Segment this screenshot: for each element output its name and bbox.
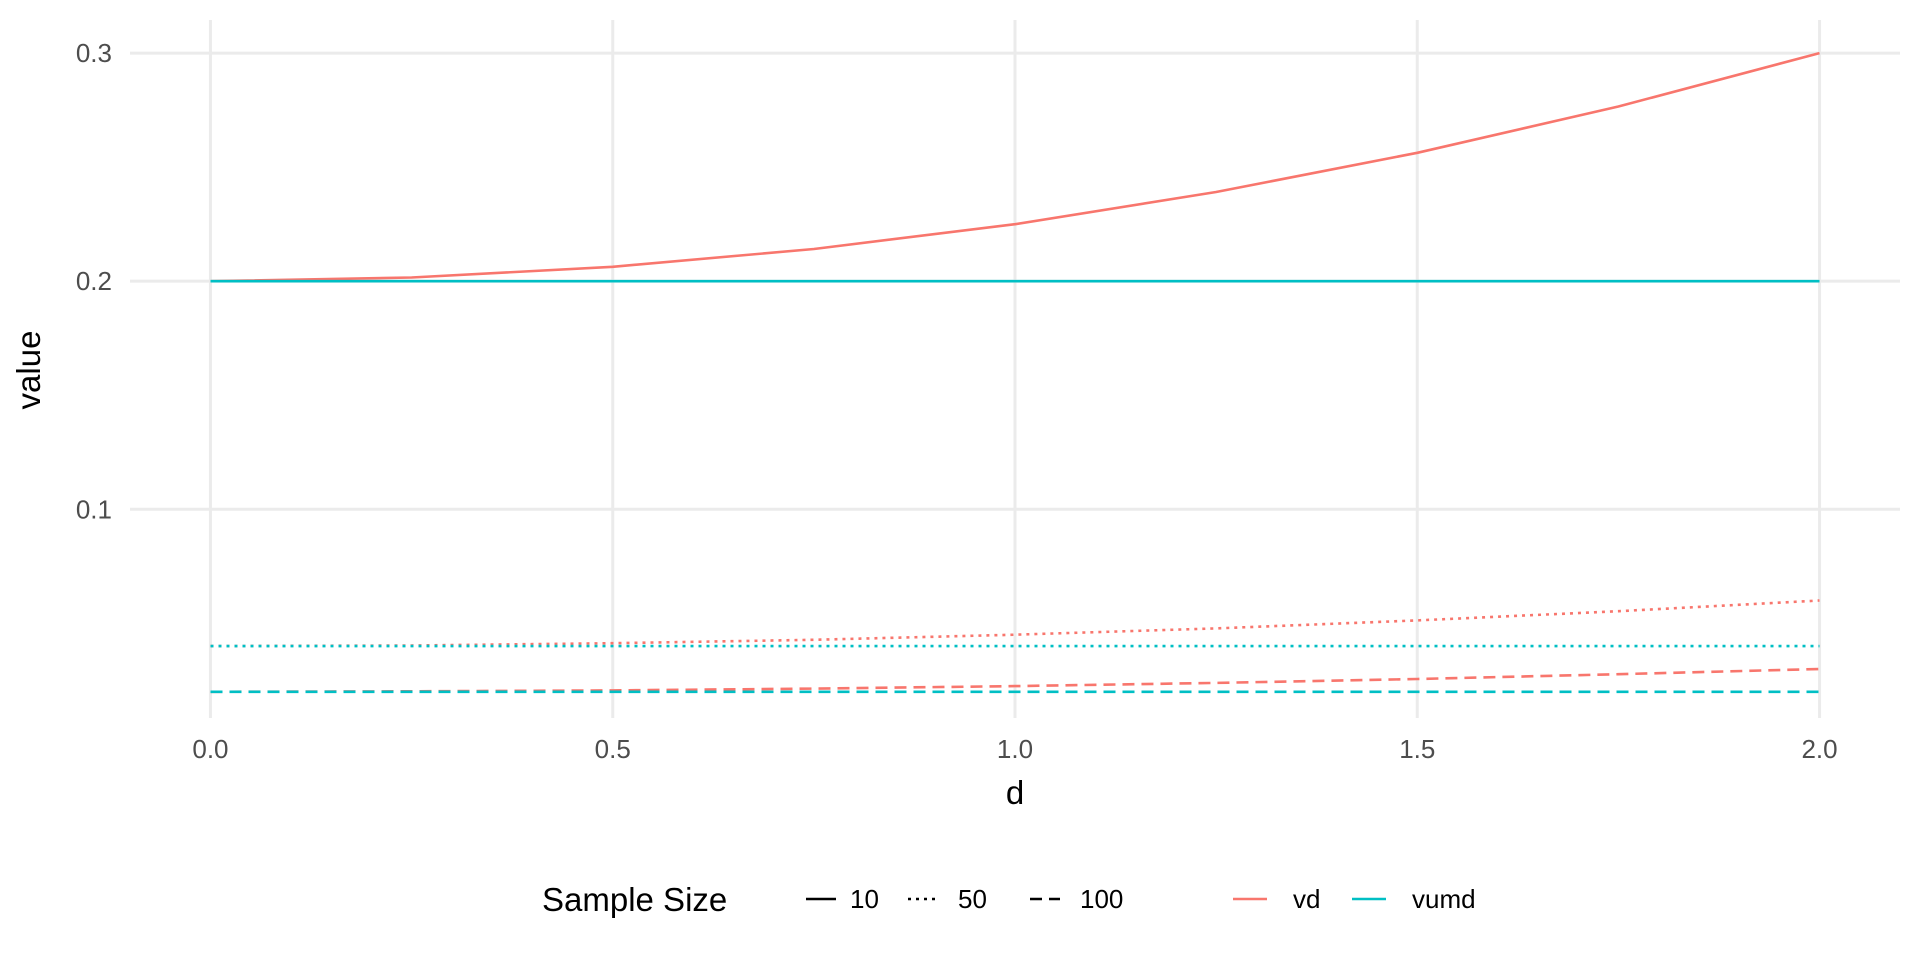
legend-label-50: 50 — [958, 884, 987, 914]
x-tick-label: 2.0 — [1801, 734, 1837, 764]
y-tick-label: 0.1 — [76, 494, 112, 524]
legend-entries: 10 50 100 vd vumd — [806, 884, 1476, 914]
legend: Sample Size 10 50 100 vd vumd — [542, 881, 1476, 918]
legend-label-vumd: vumd — [1412, 884, 1476, 914]
grid — [130, 20, 1900, 718]
x-tick-label: 1.5 — [1399, 734, 1435, 764]
y-tick-label: 0.2 — [76, 266, 112, 296]
plot-series — [210, 51, 1820, 694]
legend-label-100: 100 — [1080, 884, 1123, 914]
y-tick-label: 0.3 — [76, 38, 112, 68]
legend-label-vd: vd — [1293, 884, 1320, 914]
x-axis-ticks: 0.0 0.5 1.0 1.5 2.0 — [192, 734, 1837, 764]
x-tick-label: 0.0 — [192, 734, 228, 764]
x-tick-label: 0.5 — [595, 734, 631, 764]
x-tick-label: 1.0 — [997, 734, 1033, 764]
legend-label-10: 10 — [850, 884, 879, 914]
y-axis-ticks: 0.1 0.2 0.3 — [76, 38, 112, 524]
series-line-vd-n10 — [210, 51, 1820, 283]
y-axis-title: value — [10, 331, 47, 410]
legend-title-sample-size: Sample Size — [542, 881, 727, 918]
x-axis-title: d — [1006, 774, 1024, 811]
